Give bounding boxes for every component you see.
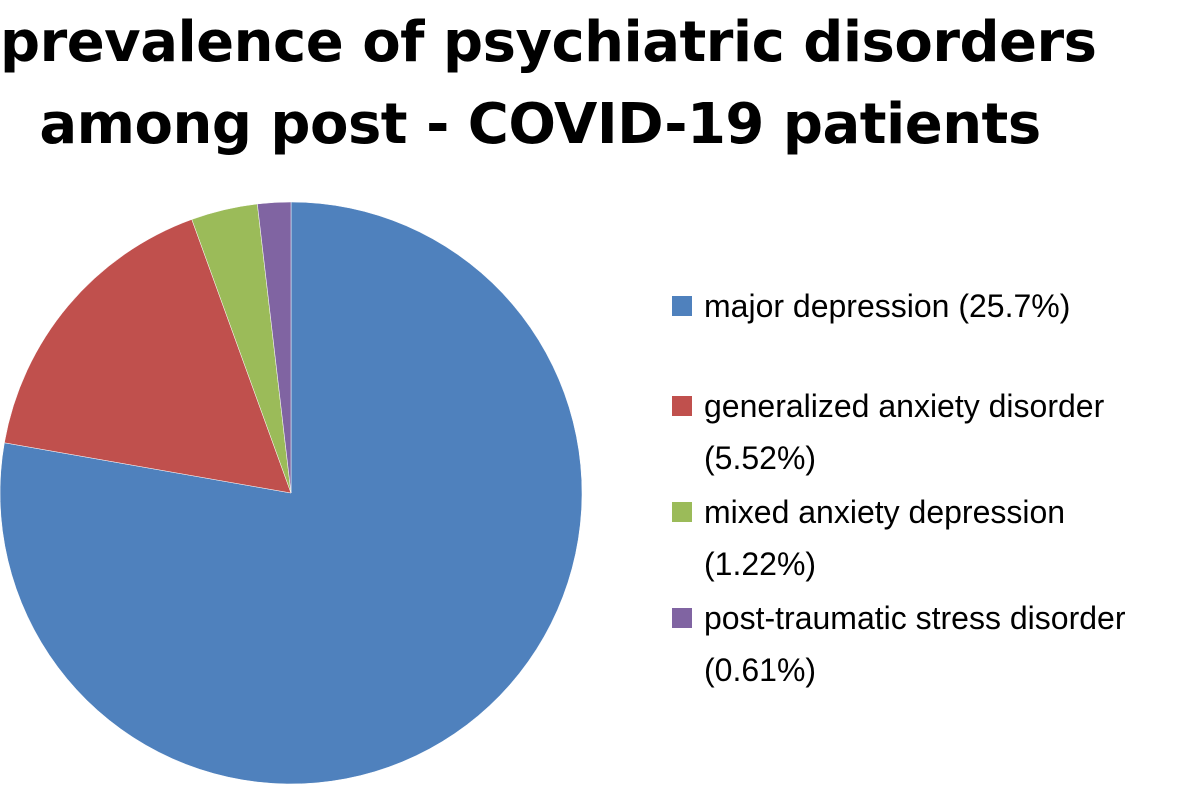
legend-swatch-mixed-anxiety-depression xyxy=(672,502,692,522)
legend-label-mixed-anxiety-depression: mixed anxiety depression (1.22%) xyxy=(704,494,1066,582)
legend-entry-mixed-anxiety-depression: mixed anxiety depression (1.22%) xyxy=(672,486,1177,590)
pie-slice-post-traumatic-stress-disorder xyxy=(257,201,292,494)
legend-entry-post-traumatic-stress-disorder: post-traumatic stress disorder (0.61%) xyxy=(672,592,1177,696)
legend-entry-generalized-anxiety-disorder: generalized anxiety disorder (5.52%) xyxy=(672,380,1177,484)
chart-title: prevalence of psychiatric disorders amon… xyxy=(0,2,1097,166)
chart-title-line-1: prevalence of psychiatric disorders xyxy=(0,10,1097,75)
pie-slices xyxy=(0,201,583,785)
legend-label-generalized-anxiety-disorder: generalized anxiety disorder (5.52%) xyxy=(704,388,1105,476)
legend: major depression (25.7%) generalized anx… xyxy=(672,280,1177,696)
pie-chart xyxy=(0,201,583,785)
legend-swatch-major-depression xyxy=(672,296,692,316)
legend-label-post-traumatic-stress-disorder: post-traumatic stress disorder (0.61%) xyxy=(704,600,1126,688)
pie-slice-generalized-anxiety-disorder xyxy=(4,219,292,494)
legend-swatch-post-traumatic-stress-disorder xyxy=(672,608,692,628)
legend-entry-major-depression: major depression (25.7%) xyxy=(672,280,1177,332)
chart-title-line-2: among post - COVID-19 patients xyxy=(39,92,1041,157)
legend-swatch-generalized-anxiety-disorder xyxy=(672,396,692,416)
legend-label-major-depression: major depression (25.7%) xyxy=(704,288,1071,324)
